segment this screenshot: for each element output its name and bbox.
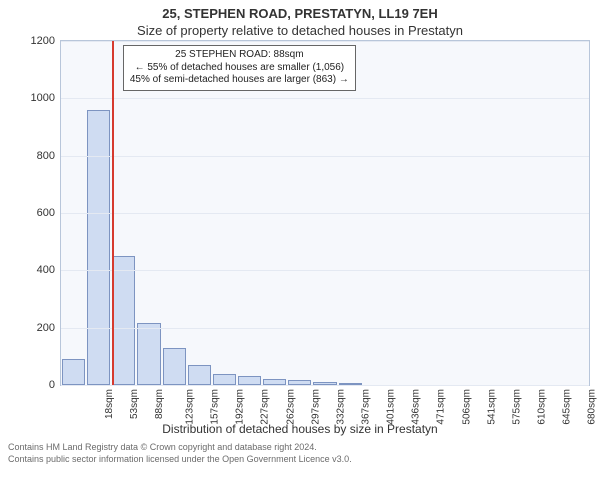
ytick-label: 200 bbox=[37, 322, 55, 334]
ytick-label: 1000 bbox=[31, 92, 55, 104]
bar bbox=[62, 359, 85, 385]
chart-container: Number of detached properties 25 STEPHEN… bbox=[60, 40, 590, 420]
subtitle: Size of property relative to detached ho… bbox=[0, 21, 600, 40]
bar bbox=[87, 110, 110, 385]
xtick-label: 332sqm bbox=[335, 389, 346, 425]
xtick-label: 471sqm bbox=[436, 389, 447, 425]
xtick-label: 88sqm bbox=[154, 389, 165, 419]
bar bbox=[137, 323, 160, 385]
gridline bbox=[61, 328, 589, 329]
bar bbox=[238, 376, 261, 385]
gridline bbox=[61, 270, 589, 271]
xtick-label: 192sqm bbox=[235, 389, 246, 425]
xtick-label: 18sqm bbox=[104, 389, 115, 419]
gridline bbox=[61, 156, 589, 157]
x-axis-label: Distribution of detached houses by size … bbox=[0, 420, 600, 436]
annotation-line2: ← 55% of detached houses are smaller (1,… bbox=[130, 62, 349, 75]
address-title: 25, STEPHEN ROAD, PRESTATYN, LL19 7EH bbox=[0, 0, 600, 21]
xtick-label: 575sqm bbox=[511, 389, 522, 425]
annotation-box: 25 STEPHEN ROAD: 88sqm ← 55% of detached… bbox=[123, 45, 356, 91]
xtick-label: 262sqm bbox=[285, 389, 296, 425]
xtick-label: 436sqm bbox=[411, 389, 422, 425]
plot-area: 25 STEPHEN ROAD: 88sqm ← 55% of detached… bbox=[60, 40, 590, 386]
xtick-label: 680sqm bbox=[587, 389, 598, 425]
xtick-label: 227sqm bbox=[260, 389, 271, 425]
xtick-label: 401sqm bbox=[386, 389, 397, 425]
ytick-label: 800 bbox=[37, 150, 55, 162]
ytick-label: 400 bbox=[37, 264, 55, 276]
bar bbox=[213, 374, 236, 385]
gridline bbox=[61, 385, 589, 386]
footer: Contains HM Land Registry data © Crown c… bbox=[0, 436, 600, 465]
xtick-label: 541sqm bbox=[486, 389, 497, 425]
xtick-label: 123sqm bbox=[185, 389, 196, 425]
property-marker-line bbox=[112, 41, 114, 385]
xtick-label: 610sqm bbox=[537, 389, 548, 425]
xtick-label: 645sqm bbox=[562, 389, 573, 425]
xtick-label: 297sqm bbox=[310, 389, 321, 425]
ytick-label: 0 bbox=[49, 379, 55, 391]
gridline bbox=[61, 41, 589, 42]
xtick-label: 157sqm bbox=[210, 389, 221, 425]
xtick-label: 506sqm bbox=[461, 389, 472, 425]
gridline bbox=[61, 213, 589, 214]
footer-line1: Contains HM Land Registry data © Crown c… bbox=[8, 442, 592, 454]
ytick-label: 1200 bbox=[31, 35, 55, 47]
bar bbox=[188, 365, 211, 385]
ytick-label: 600 bbox=[37, 207, 55, 219]
annotation-line1: 25 STEPHEN ROAD: 88sqm bbox=[130, 49, 349, 62]
bar bbox=[112, 256, 135, 385]
footer-line2: Contains public sector information licen… bbox=[8, 454, 592, 466]
xtick-label: 53sqm bbox=[129, 389, 140, 419]
xtick-label: 367sqm bbox=[361, 389, 372, 425]
gridline bbox=[61, 98, 589, 99]
annotation-line3: 45% of semi-detached houses are larger (… bbox=[130, 74, 349, 87]
bar bbox=[163, 348, 186, 385]
